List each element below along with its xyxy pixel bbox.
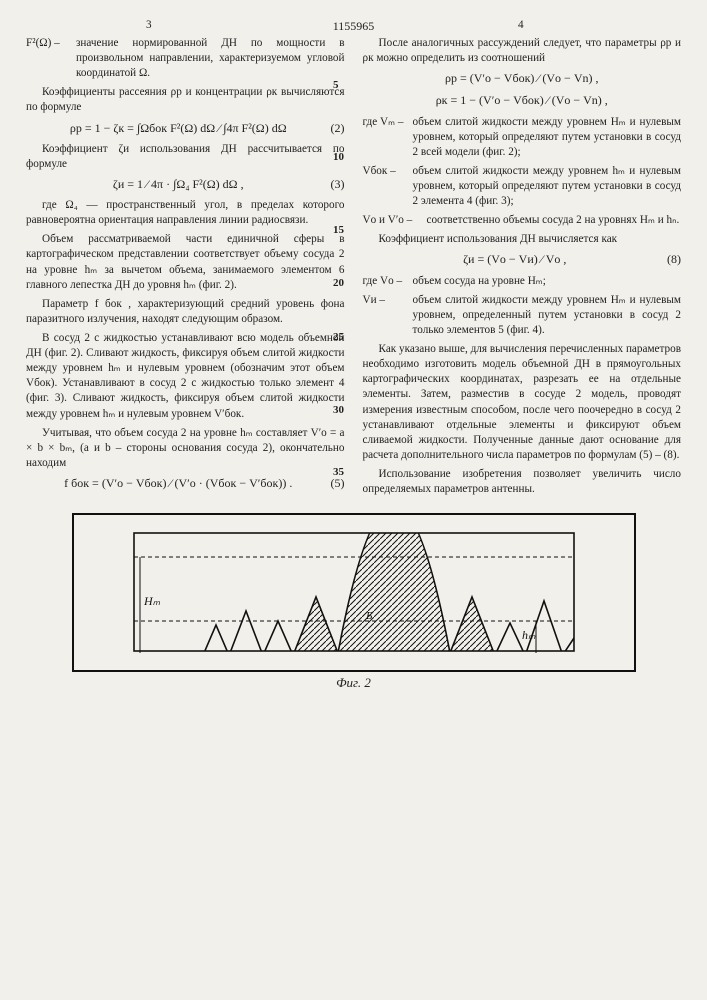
equation-number: (3) [331,176,345,192]
figure-svg: Hₘ hₘ Б [74,515,634,670]
paragraph: Использование изобретения позволяет увел… [363,467,682,497]
equation-8: (8) ζи = (Vо − Vи) ⁄ Vо , [363,251,682,267]
equation-body: ζи = (Vо − Vи) ⁄ Vо , [463,252,566,266]
equation-number: (2) [331,120,345,136]
left-column: F²(Ω) – значение нормированной ДН по мощ… [26,36,345,501]
paragraph: где Ω₄ — пространственный угол, в предел… [26,198,345,228]
figure-block: Hₘ hₘ Б Фиг. 2 [26,513,681,692]
equation-2: (2) ρр = 1 − ζк = ∫Ωбок F²(Ω) dΩ ⁄ ∫4π F… [26,120,345,136]
definition-text: объем слитой жидкости между уровнем hₘ и… [413,164,682,209]
definition-Vo: Vо и V′о – соответственно объемы сосуда … [363,213,682,228]
figure-caption: Фиг. 2 [26,674,681,692]
definition-text: соответственно объемы сосуда 2 на уровня… [427,213,682,228]
equation-number: (8) [667,251,681,267]
definition-text: объем слитой жидкости между уровнем Hₘ и… [413,293,682,338]
definition-text: значение нормированной ДН по мощности в … [76,36,345,81]
right-column: После аналогичных рассуждений следует, ч… [363,36,682,501]
definition-Vbok: Vбок – объем слитой жидкости между уровн… [363,164,682,209]
svg-text:Hₘ: Hₘ [143,594,161,608]
definition-label: где Vо – [363,274,413,289]
paragraph: В сосуд 2 с жидкостью устанавливают всю … [26,331,345,422]
definition-label: Vо и V′о – [363,213,427,228]
page-number-left: 3 [146,18,152,33]
equation-3: (3) ζи = 1 ⁄ 4π · ∫Ω₄ F²(Ω) dΩ , [26,176,345,192]
document-number: 1155965 [333,18,375,34]
equation-body: ζи = 1 ⁄ 4π · ∫Ω₄ F²(Ω) dΩ , [113,177,244,191]
equation-7: ρк = 1 − (V′о − Vбок) ⁄ (Vо − Vn) , [363,92,682,108]
definition-Vi: Vи – объем слитой жидкости между уровнем… [363,293,682,338]
paragraph: После аналогичных рассуждений следует, ч… [363,36,682,66]
figure-frame: Hₘ hₘ Б [72,513,636,672]
definition-F2: F²(Ω) – значение нормированной ДН по мощ… [26,36,345,81]
definition-label: Vбок – [363,164,413,209]
paragraph: Коэффициент ζи использования ДН рассчиты… [26,142,345,172]
page: 3 1155965 4 510152025303540 F²(Ω) – знач… [0,0,707,1000]
svg-text:Б: Б [365,610,373,622]
paragraph: Объем рассматриваемой части единичной сф… [26,232,345,292]
paragraph: Параметр f бок , характеризующий средний… [26,297,345,327]
equation-number: (5) [331,475,345,491]
equation-6: ρр = (V′о − Vбок) ⁄ (Vо − Vn) , [363,70,682,86]
paragraph: Коэффициенты рассеяния ρр и концентрации… [26,85,345,115]
equation-body: f бок = (V′о − Vбок) ⁄ (V′о · (Vбок − V′… [64,476,292,490]
equation-5: (5) f бок = (V′о − Vбок) ⁄ (V′о · (Vбок … [26,475,345,491]
page-numbers: 3 1155965 4 [26,18,681,32]
paragraph: Как указано выше, для вычисления перечис… [363,342,682,463]
definition-text: объем сосуда на уровне Hₘ; [413,274,682,289]
paragraph: Учитывая, что объем сосуда 2 на уровне h… [26,426,345,471]
definition-label: Vи – [363,293,413,338]
definition-label: F²(Ω) – [26,36,76,81]
svg-text:hₘ: hₘ [522,628,536,642]
equation-body: ρр = 1 − ζк = ∫Ωбок F²(Ω) dΩ ⁄ ∫4π F²(Ω)… [70,121,287,135]
definition-label: где Vₘ – [363,115,413,160]
definition-Vo2: где Vо – объем сосуда на уровне Hₘ; [363,274,682,289]
page-number-right: 4 [518,18,524,33]
columns: F²(Ω) – значение нормированной ДН по мощ… [26,36,681,501]
definition-Vm: где Vₘ – объем слитой жидкости между уро… [363,115,682,160]
paragraph: Коэффициент использования ДН вычисляется… [363,232,682,247]
definition-text: объем слитой жидкости между уровнем Hₘ и… [413,115,682,160]
